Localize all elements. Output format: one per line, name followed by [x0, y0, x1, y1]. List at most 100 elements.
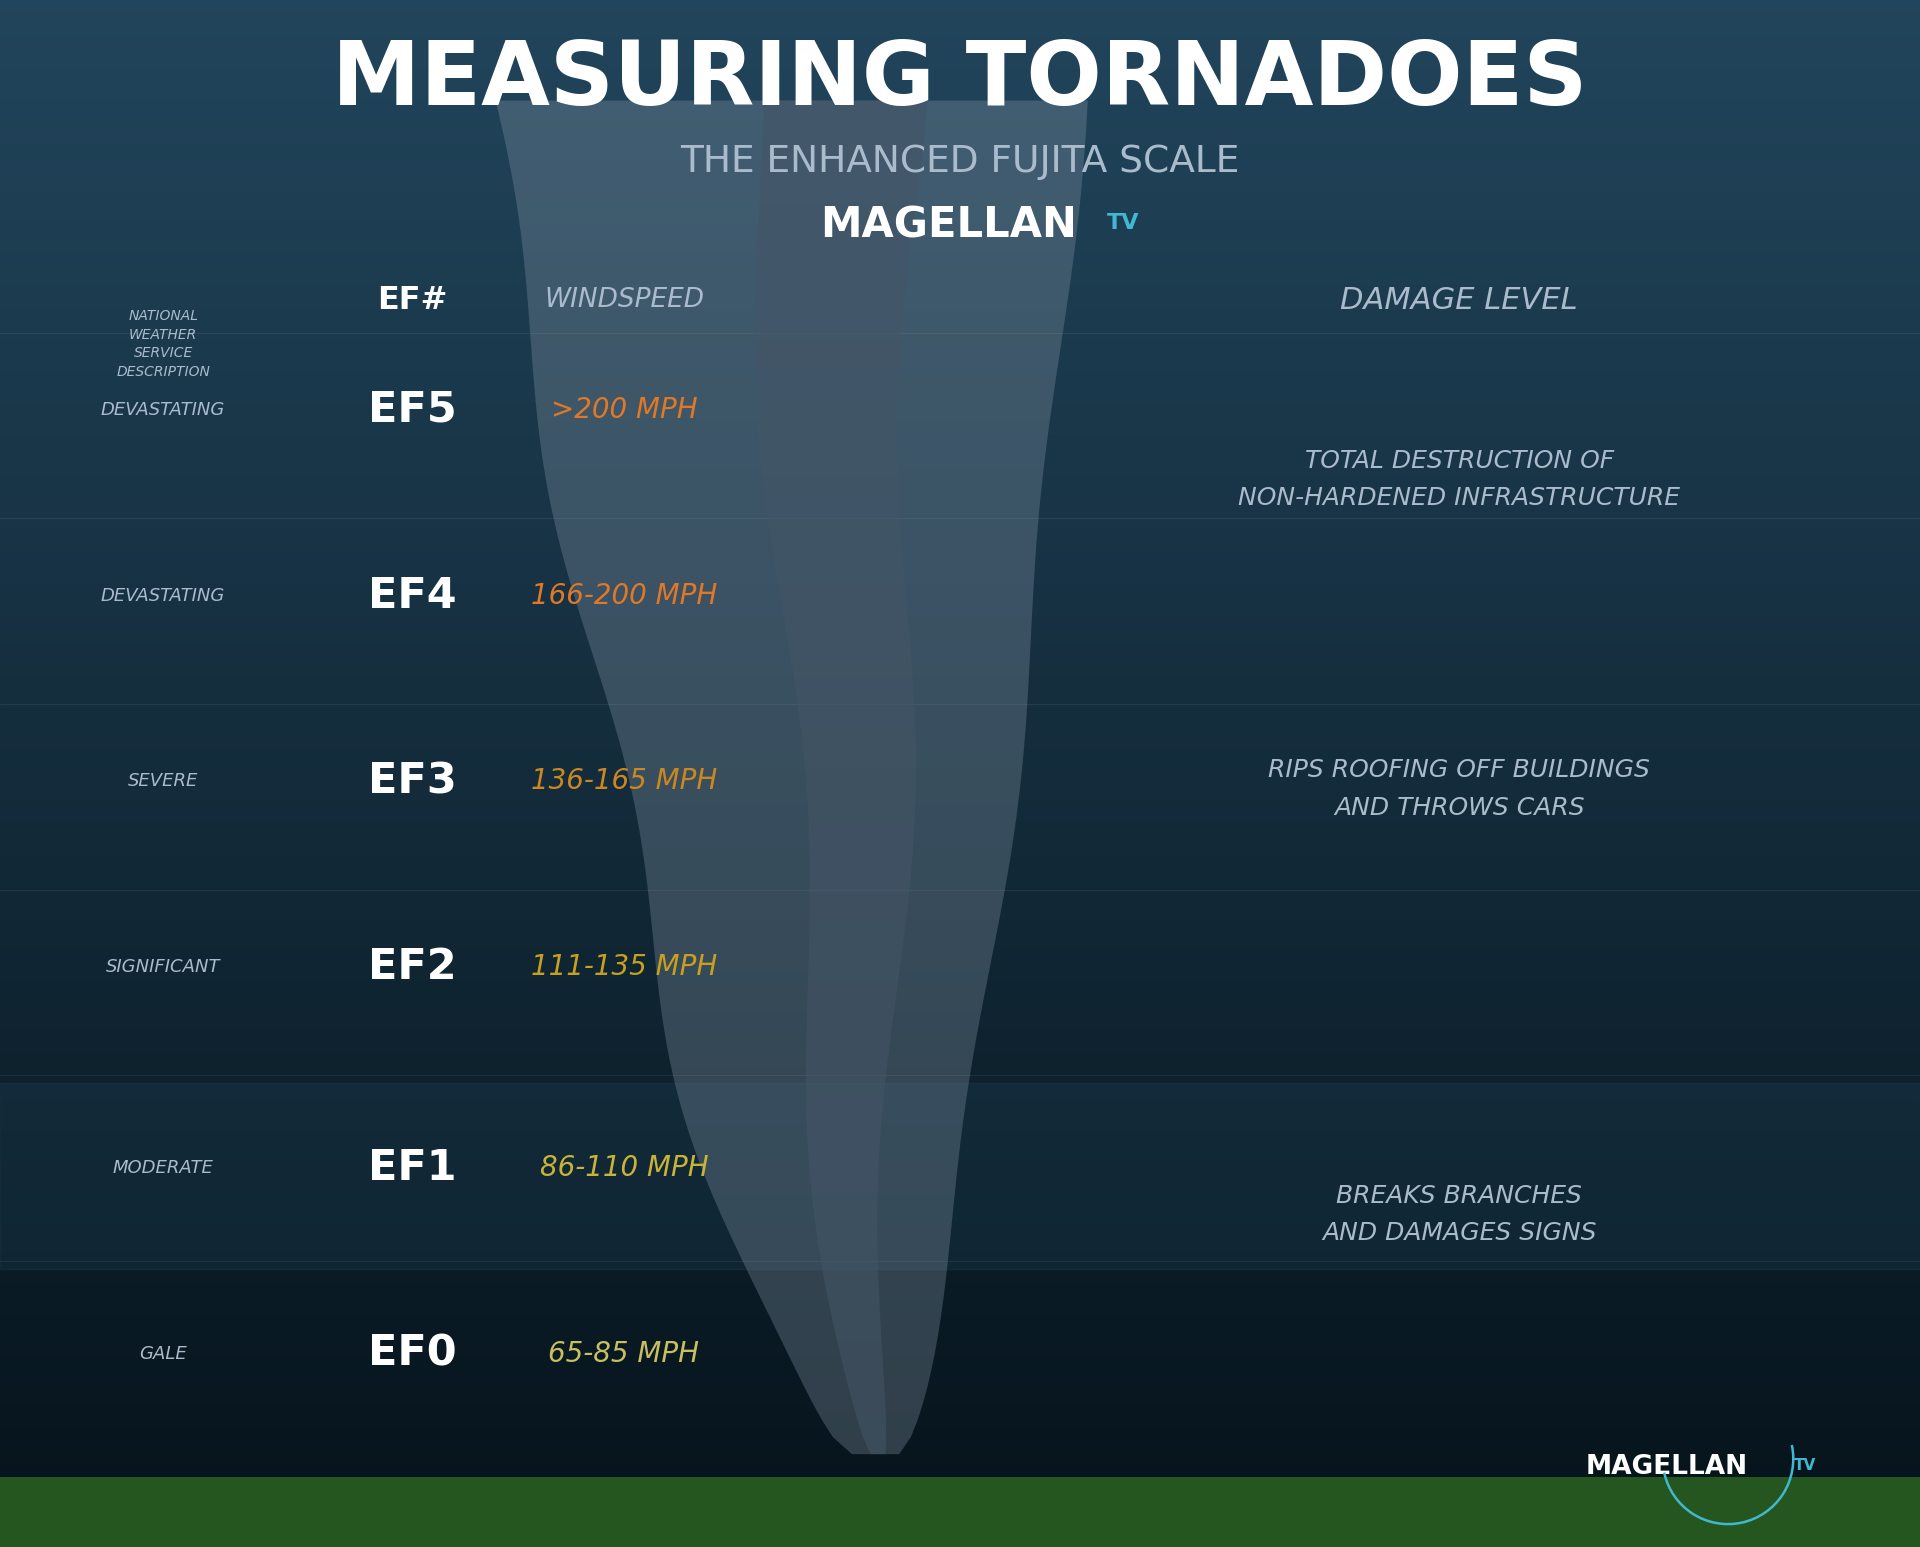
- Bar: [0, 1536, 1920, 1542]
- Bar: [0, 1496, 1920, 1501]
- Bar: [0, 51, 1920, 57]
- Bar: [0, 453, 1920, 459]
- Bar: [0, 1078, 1920, 1083]
- Bar: [0, 1109, 1920, 1114]
- Bar: [0, 1026, 1920, 1032]
- Text: 111-135 MPH: 111-135 MPH: [530, 953, 718, 981]
- Bar: [0, 809, 1920, 815]
- Bar: [0, 1501, 1920, 1505]
- Bar: [0, 608, 1920, 614]
- Bar: [0, 1258, 1920, 1264]
- Bar: [0, 948, 1920, 954]
- Bar: [0, 588, 1920, 593]
- Bar: [0, 825, 1920, 831]
- Bar: [0, 1388, 1920, 1392]
- Text: TV: TV: [1108, 213, 1139, 232]
- Bar: [0, 320, 1920, 325]
- Bar: [0, 278, 1920, 283]
- Bar: [0, 908, 1920, 913]
- Bar: [0, 866, 1920, 871]
- Bar: [0, 299, 1920, 305]
- Bar: [0, 82, 1920, 88]
- Text: EF2: EF2: [369, 945, 457, 989]
- Bar: [0, 1149, 1920, 1156]
- Bar: [0, 1289, 1920, 1295]
- Text: RIPS ROOFING OFF BUILDINGS
AND THROWS CARS: RIPS ROOFING OFF BUILDINGS AND THROWS CA…: [1269, 758, 1649, 820]
- Bar: [0, 552, 1920, 557]
- Bar: [0, 77, 1920, 82]
- Bar: [0, 1372, 1920, 1377]
- Bar: [0, 1341, 1920, 1346]
- Bar: [0, 1094, 1920, 1098]
- Bar: [0, 639, 1920, 645]
- Bar: [0, 1264, 1920, 1269]
- Bar: [0, 1284, 1920, 1289]
- Bar: [0, 572, 1920, 577]
- Bar: [0, 913, 1920, 917]
- Bar: [0, 727, 1920, 732]
- Bar: [0, 139, 1920, 144]
- Bar: [0, 15, 1920, 20]
- Bar: [0, 155, 1920, 159]
- Bar: [0, 108, 1920, 113]
- Polygon shape: [0, 1477, 1920, 1547]
- Bar: [0, 1516, 1920, 1521]
- Bar: [0, 422, 1920, 429]
- Bar: [0, 268, 1920, 274]
- Bar: [0, 1474, 1920, 1480]
- Bar: [0, 67, 1920, 73]
- Bar: [0, 1408, 1920, 1412]
- Bar: [0, 1403, 1920, 1408]
- Bar: [0, 692, 1920, 696]
- Bar: [0, 712, 1920, 716]
- Bar: [0, 1072, 1920, 1078]
- Bar: [0, 402, 1920, 407]
- Bar: [0, 1361, 1920, 1366]
- Bar: [0, 1351, 1920, 1357]
- Text: SEVERE: SEVERE: [129, 772, 198, 791]
- Bar: [0, 1443, 1920, 1450]
- Text: GALE: GALE: [140, 1344, 186, 1363]
- Text: 166-200 MPH: 166-200 MPH: [530, 582, 718, 610]
- Bar: [0, 1063, 1920, 1067]
- Bar: [0, 398, 1920, 402]
- Text: MAGELLAN: MAGELLAN: [820, 204, 1077, 248]
- Bar: [0, 314, 1920, 320]
- Bar: [0, 1114, 1920, 1118]
- Bar: [0, 1145, 1920, 1149]
- Bar: [0, 541, 1920, 546]
- Bar: [0, 1176, 1920, 1180]
- Bar: [0, 1227, 1920, 1233]
- Bar: [0, 897, 1920, 902]
- Bar: [0, 480, 1920, 484]
- Bar: [0, 970, 1920, 975]
- Bar: [0, 1134, 1920, 1140]
- Text: TV: TV: [1793, 1457, 1816, 1473]
- Bar: [0, 506, 1920, 511]
- Bar: [0, 1357, 1920, 1361]
- Bar: [0, 1248, 1920, 1253]
- Bar: [0, 128, 1920, 135]
- Bar: [0, 11, 1920, 15]
- Bar: [0, 31, 1920, 36]
- Bar: [0, 1419, 1920, 1423]
- Bar: [0, 701, 1920, 707]
- Bar: [0, 1397, 1920, 1403]
- Bar: [0, 1465, 1920, 1470]
- Bar: [0, 206, 1920, 212]
- Bar: [0, 681, 1920, 685]
- Bar: [0, 1196, 1920, 1202]
- Text: 136-165 MPH: 136-165 MPH: [530, 767, 718, 795]
- Bar: [0, 170, 1920, 175]
- Bar: [0, 1041, 1920, 1047]
- Bar: [0, 46, 1920, 51]
- Bar: [0, 217, 1920, 221]
- Bar: [0, 1160, 1920, 1165]
- Bar: [0, 330, 1920, 336]
- Bar: [0, 376, 1920, 382]
- Bar: [0, 1470, 1920, 1474]
- Bar: [0, 340, 1920, 345]
- Text: EF3: EF3: [369, 760, 457, 803]
- Bar: [0, 1088, 1920, 1094]
- Bar: [0, 181, 1920, 186]
